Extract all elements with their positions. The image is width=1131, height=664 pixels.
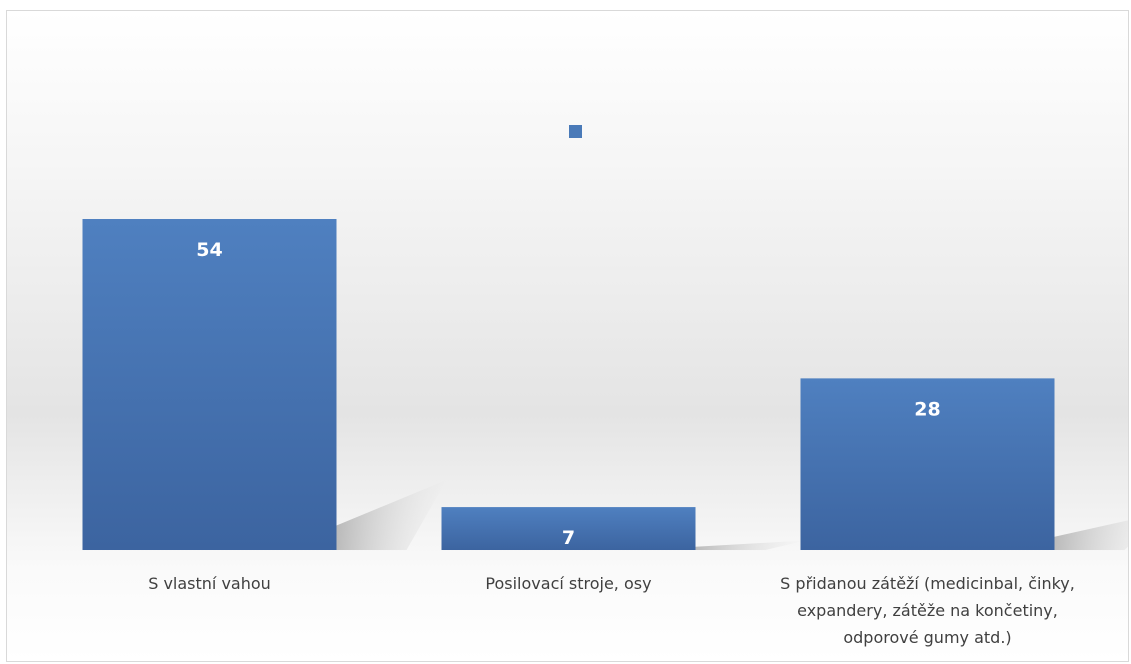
- data-label: 7: [562, 527, 575, 549]
- bar-shadow: [1054, 520, 1128, 550]
- category-label: S přidanou zátěží (medicinbal, činky,: [780, 574, 1075, 593]
- bar: [800, 378, 1055, 550]
- legend-swatch: [569, 125, 582, 138]
- bar: [82, 219, 337, 550]
- bar-chart: 54 7 28 S vlastní vahou Posilovací stroje, …: [82, 125, 1128, 647]
- value-labels: 54 7 28: [196, 239, 940, 549]
- category-label: expandery, zátěže na končetiny,: [797, 601, 1058, 620]
- data-label: 54: [196, 239, 222, 261]
- category-label: Posilovací stroje, osy: [485, 574, 651, 593]
- bar-shadows: [336, 480, 1128, 550]
- category-label: odporové gumy atd.): [843, 628, 1011, 647]
- legend: [569, 125, 582, 138]
- bars: [82, 219, 1055, 550]
- bar-shadow: [695, 540, 806, 550]
- category-label: S vlastní vahou: [148, 574, 271, 593]
- bar: [441, 507, 696, 550]
- chart-area: 54 7 28 S vlastní vahou Posilovací stroje, …: [6, 10, 1129, 662]
- category-labels: S vlastní vahou Posilovací stroje, osy S p…: [148, 574, 1075, 647]
- data-label: 28: [914, 398, 940, 420]
- bar-shadow: [336, 480, 447, 550]
